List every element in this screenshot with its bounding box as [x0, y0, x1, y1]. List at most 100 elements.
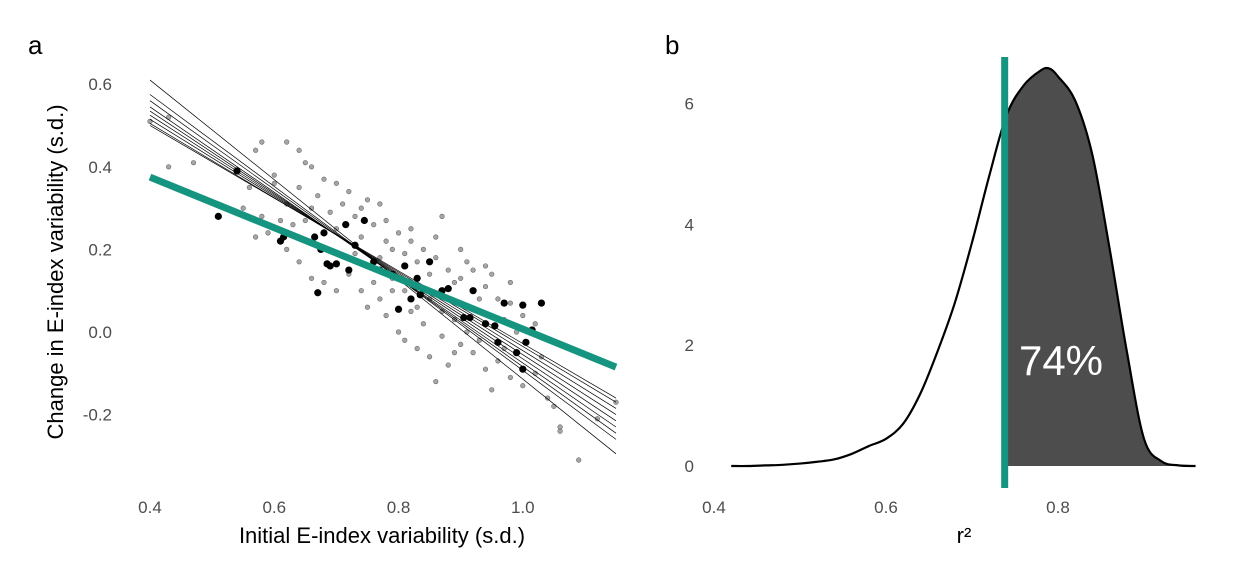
panel-label-b: b: [665, 30, 679, 60]
background-point: [545, 395, 551, 401]
background-point: [253, 147, 259, 153]
background-point: [594, 416, 600, 422]
x-tick-labels: 0.4 0.6 0.8: [702, 498, 1070, 517]
highlighted-point: [481, 320, 490, 328]
background-point: [290, 222, 296, 228]
background-point: [315, 193, 321, 199]
highlighted-point: [314, 289, 322, 297]
highlighted-point: [512, 349, 521, 357]
background-point: [340, 201, 346, 207]
background-point: [507, 279, 513, 286]
background-point: [451, 350, 458, 356]
panel-b-density: b 74% 0.4 0.6 0.8 0 2 4 6 r²: [665, 30, 1196, 548]
background-point: [613, 399, 619, 405]
background-point: [439, 333, 445, 339]
panel-label-a: a: [28, 30, 43, 60]
x-tick-label: 0.8: [1046, 498, 1070, 517]
x-tick-label: 0.4: [702, 498, 726, 517]
background-point: [458, 275, 464, 281]
background-point: [470, 267, 476, 273]
background-point: [402, 288, 408, 294]
x-tick-label: 0.6: [874, 498, 898, 517]
background-point: [408, 226, 414, 232]
background-point: [321, 279, 327, 286]
highlighted-point: [311, 233, 319, 241]
background-point: [364, 197, 371, 203]
background-point: [377, 201, 383, 207]
y-tick-label: 6: [685, 95, 694, 114]
background-point: [576, 457, 582, 463]
x-tick-labels: 0.4 0.6 0.8 1.0: [138, 498, 534, 517]
background-point: [371, 222, 377, 228]
background-point: [495, 296, 501, 302]
y-tick-label: 0.4: [88, 158, 112, 177]
background-point: [395, 230, 402, 236]
highlighted-point: [345, 266, 353, 274]
background-point: [271, 180, 277, 186]
percent-annotation: 74%: [1019, 337, 1103, 384]
highlighted-point: [469, 287, 477, 295]
background-point: [302, 160, 308, 166]
background-point: [358, 288, 364, 294]
highlighted-point: [342, 221, 350, 229]
background-point: [433, 378, 439, 385]
background-point: [464, 259, 470, 265]
background-point: [296, 147, 302, 153]
background-point: [532, 321, 538, 327]
highlighted-point: [351, 241, 359, 249]
thin-fit-line: [149, 106, 617, 428]
background-point: [408, 238, 414, 244]
background-point: [333, 226, 340, 232]
background-point: [427, 354, 433, 360]
highlighted-point: [522, 338, 530, 346]
x-tick-label: 0.6: [262, 498, 286, 517]
thin-fit-line: [149, 123, 617, 403]
background-point: [433, 255, 439, 261]
background-point: [414, 345, 420, 352]
y-tick-labels: -0.2 0.0 0.2 0.4 0.6: [83, 75, 112, 424]
highlighted-point: [426, 258, 434, 266]
y-tick-label: 2: [685, 336, 694, 355]
main-fit-line: [148, 173, 618, 371]
highlighted-point: [494, 338, 502, 346]
background-point: [166, 164, 172, 170]
y-axis-title: Change in E-index variability (s.d.): [43, 104, 68, 439]
background-point: [259, 139, 265, 145]
highlighted-point: [416, 291, 424, 299]
background-point: [402, 337, 408, 343]
y-tick-label: 0.6: [88, 75, 112, 94]
panel-a-scatter: a 0.4 0.6 0.8 1.0 -0.2 0.0 0.2 0.4 0.6 Initial …: [28, 30, 619, 548]
highlighted-point: [519, 365, 527, 373]
background-point: [476, 296, 482, 302]
background-point: [253, 234, 259, 240]
background-point: [383, 312, 389, 319]
highlighted-point: [214, 212, 222, 220]
background-point: [520, 312, 526, 319]
background-point: [302, 217, 308, 224]
highlighted-point: [466, 313, 474, 322]
background-point: [321, 176, 327, 182]
highlighted-point: [233, 167, 241, 175]
highlighted-point: [370, 258, 378, 266]
highlighted-point: [460, 313, 468, 322]
main-fit-line-group: [148, 173, 618, 371]
background-point: [414, 259, 420, 265]
highlighted-point: [500, 299, 508, 307]
background-point: [557, 428, 563, 434]
background-point: [296, 184, 302, 191]
background-point: [414, 304, 420, 310]
background-point: [190, 160, 197, 166]
background-point: [271, 172, 277, 178]
background-point: [402, 250, 408, 257]
background-point: [246, 184, 253, 191]
x-axis-title: Initial E-index variability (s.d.): [239, 523, 525, 548]
y-tick-label: 0.0: [88, 323, 112, 342]
background-point: [420, 246, 426, 252]
y-tick-labels: 0 2 4 6: [685, 95, 694, 476]
background-point: [489, 271, 495, 277]
x-axis-title: r²: [957, 523, 972, 548]
thin-fit-lines: [149, 79, 617, 455]
background-point: [296, 259, 302, 265]
highlighted-point: [332, 260, 340, 268]
highlighted-points: [214, 167, 546, 373]
